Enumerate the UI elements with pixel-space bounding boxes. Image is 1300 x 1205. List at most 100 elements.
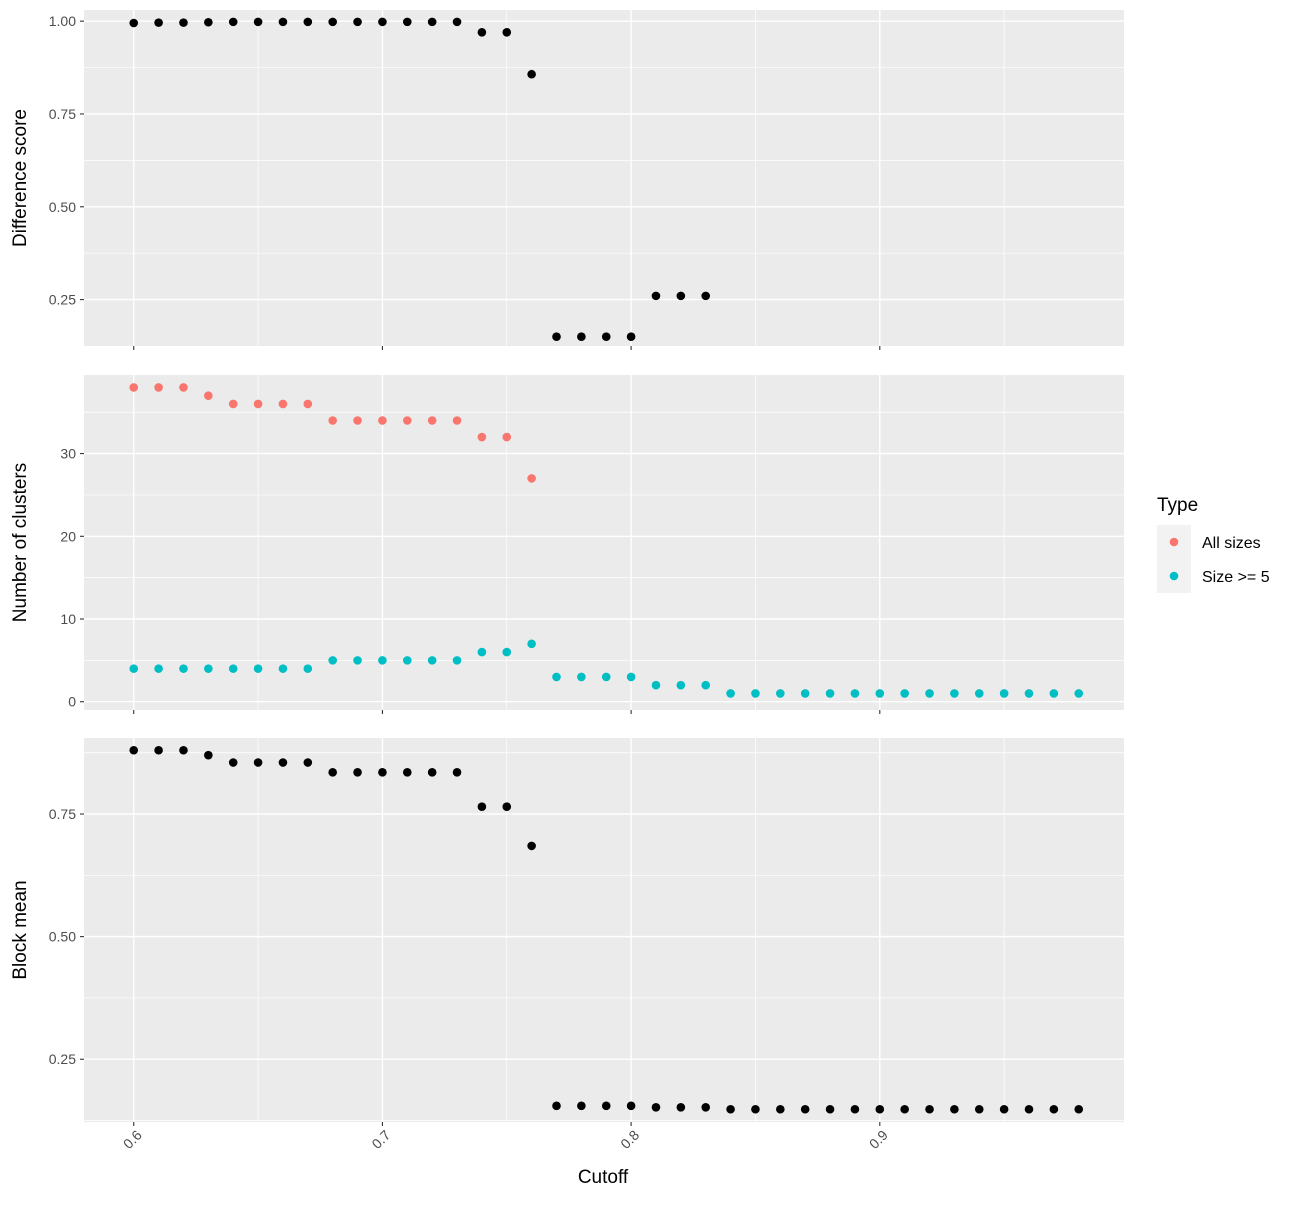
data-point [204,17,213,27]
data-point [751,689,760,698]
data-point [626,332,636,342]
data-point [427,17,437,27]
data-point [402,656,412,665]
data-point [502,432,512,442]
data-point [228,664,238,673]
panel-background [84,10,1124,346]
y-tick-label: 0.25 [49,292,76,308]
data-point [751,1104,760,1114]
data-point [850,689,860,698]
legend-key-size-5 [1169,571,1179,581]
data-point [601,672,611,682]
data-point [378,17,387,27]
y-tick-label: 1.00 [49,13,76,29]
data-point [875,1104,885,1114]
data-point [701,1102,711,1112]
data-point [1074,1104,1084,1114]
y-axis-title: Difference score [10,109,31,247]
data-point [1049,689,1059,698]
legend-title: Type [1157,495,1198,516]
data-point [726,689,735,698]
data-point [776,689,785,698]
data-point [552,672,561,682]
y-axis-title: Block mean [10,880,31,979]
y-tick-label: 20 [60,528,76,544]
data-point [452,416,462,425]
panels: 0.25 0.50 0.75 1.00 Difference score 0 10 20 30 N… [10,10,1124,1188]
data-point [402,416,412,425]
data-point [950,1104,959,1114]
data-point [974,1104,984,1114]
y-tick-label: 0.25 [49,1051,76,1067]
data-point [577,1101,586,1111]
data-point [601,1101,611,1111]
data-point [825,689,835,698]
data-point [626,1101,636,1111]
data-point [527,841,536,851]
data-point [577,332,586,342]
x-axis-title: Cutoff [578,1167,629,1188]
data-point [303,664,313,673]
data-point [776,1104,785,1114]
data-point [378,768,387,777]
data-point [129,383,139,392]
data-point [129,664,139,673]
data-point [253,664,263,673]
data-point [651,291,661,301]
data-point [378,416,387,425]
data-point [228,758,238,767]
legend-label-size-5: Size >= 5 [1202,569,1270,586]
data-point [701,680,711,690]
data-point [601,332,611,342]
data-point [154,383,163,392]
data-point [800,689,810,698]
data-point [353,416,362,425]
data-point [452,656,462,665]
y-tick-label: 0.75 [49,106,76,122]
x-tick-label: 0.9 [866,1127,891,1152]
data-point [1024,1104,1034,1114]
data-point [179,383,188,392]
data-point [502,27,512,37]
y-tick-label: 0.50 [49,199,76,215]
data-point [154,18,163,27]
x-tick-label: 0.8 [617,1127,642,1152]
data-point [278,399,288,409]
data-point [303,758,313,767]
data-point [477,27,487,37]
legend: Type All sizes Size >= 5 [1157,495,1270,593]
data-point [651,1102,661,1112]
data-point [129,18,139,28]
data-point [974,689,984,698]
data-point [204,391,213,400]
data-point [427,416,437,425]
data-point [427,656,437,665]
x-tick-label: 0.6 [120,1127,145,1152]
y-axis-title: Number of clusters [10,463,31,622]
data-point [850,1104,860,1114]
data-point [676,680,686,690]
data-point [253,399,263,409]
data-point [427,768,437,777]
data-point [477,647,487,657]
data-point [477,432,487,442]
data-point [875,689,885,698]
panel-middle: 0 10 20 30 Number of clusters [10,375,1124,714]
data-point [452,17,462,27]
panel-background [84,738,1124,1122]
data-point [999,689,1009,698]
data-point [1024,689,1034,698]
y-tick-label: 0 [68,694,76,710]
data-point [228,17,238,27]
data-point [378,656,387,665]
data-point [303,17,313,27]
data-point [651,680,661,690]
x-tick-label: 0.7 [368,1127,393,1152]
data-point [676,291,686,301]
data-point [900,689,909,698]
y-tick-label: 0.75 [49,806,76,822]
data-point [676,1102,686,1112]
data-point [204,750,213,760]
